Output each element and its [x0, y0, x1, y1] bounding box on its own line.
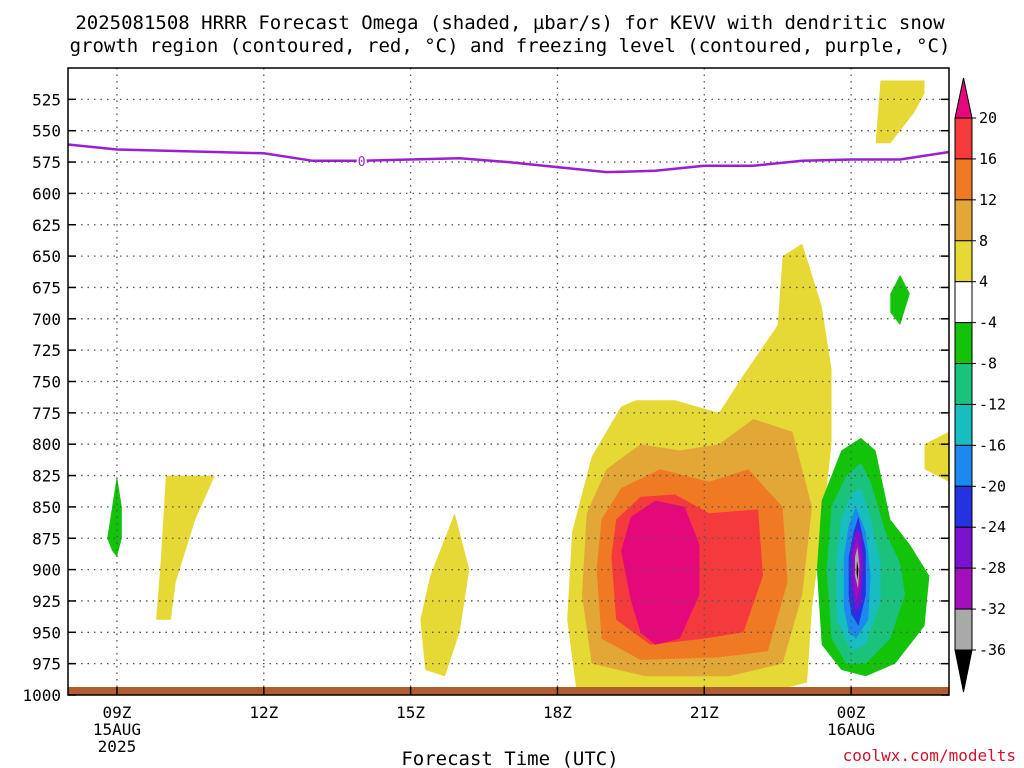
omega-region-8: [924, 431, 949, 482]
colorbar-label-16: 16: [979, 150, 997, 168]
y-tick-label-575: 575: [32, 153, 61, 172]
x-tick-label-00Z: 00Z: [837, 703, 866, 722]
freezing-level-line: [67, 143, 950, 174]
x-tick-label-21Z: 21Z: [690, 703, 719, 722]
colorbar-label-8: 8: [979, 232, 988, 250]
grid-lines: [68, 68, 949, 695]
y-tick-label-550: 550: [32, 122, 61, 141]
omega-shaded-regions: [107, 80, 949, 695]
colorbar-label--28: -28: [979, 559, 1006, 577]
chart-title-line2: growth region (contoured, red, °C) and f…: [70, 35, 951, 57]
colorbar-label-12: 12: [979, 191, 997, 209]
colorbar-segment--20: [954, 485, 973, 528]
colorbar-segment--8: [954, 363, 973, 405]
colorbar-label--36: -36: [979, 641, 1006, 659]
y-tick-label-750: 750: [32, 373, 61, 392]
freezing-label-bg: [356, 152, 367, 167]
colorbar-label--8: -8: [979, 355, 997, 373]
y-tick-label-650: 650: [32, 247, 61, 266]
colorbar-label--4: -4: [979, 314, 997, 332]
colorbar-segment--28: [954, 567, 973, 610]
x-axis-label: Forecast Time (UTC): [401, 748, 618, 768]
y-tick-label-600: 600: [32, 184, 61, 203]
colorbar: 20 16 12 8 4 -4 -8 -12 -16 -20 -24 -28 -32 -36: [954, 77, 1006, 693]
y-tick-label-950: 950: [32, 623, 61, 642]
x-tick-label-09Z: 09Z: [102, 703, 131, 722]
y-tick-label-675: 675: [32, 278, 61, 297]
freezing-level-contour: 0: [67, 143, 950, 174]
omega-region-7: [875, 80, 925, 144]
y-tick-label-900: 900: [32, 561, 61, 580]
colorbar-segment-16: [954, 117, 973, 160]
colorbar-label--32: -32: [979, 600, 1006, 618]
omega-region-10: [890, 274, 910, 326]
x-tick-date-09Z: 15AUG: [93, 720, 141, 739]
colorbar-bottom-arrow: [954, 649, 973, 693]
omega-region-0: [156, 475, 215, 620]
omega-region-6: [621, 500, 700, 645]
y-tick-label-800: 800: [32, 435, 61, 454]
y-tick-label-875: 875: [32, 529, 61, 548]
omega-region-19: [856, 560, 859, 580]
omega-region-9: [107, 475, 122, 558]
x-tick-label-18Z: 18Z: [543, 703, 572, 722]
colorbar-segment-8: [954, 199, 973, 242]
colorbar-label-4: 4: [979, 273, 988, 291]
y-tick-label-825: 825: [32, 467, 61, 486]
y-tick-label-700: 700: [32, 310, 61, 329]
colorbar-segment--12: [954, 403, 973, 446]
colorbar-segment-4: [954, 240, 973, 283]
y-tick-label-975: 975: [32, 655, 61, 674]
y-tick-label-725: 725: [32, 341, 61, 360]
colorbar-segment--32: [954, 608, 973, 651]
ground-strip: [68, 687, 949, 695]
colorbar-top-arrow: [954, 77, 973, 119]
colorbar-label--12: -12: [979, 395, 1006, 413]
colorbar-label--16: -16: [979, 436, 1006, 454]
omega-region-1: [420, 513, 470, 677]
freezing-level-label: 0: [358, 155, 366, 170]
y-tick-label-925: 925: [32, 592, 61, 611]
colorbar-label--20: -20: [979, 477, 1006, 495]
y-tick-label-625: 625: [32, 216, 61, 235]
colorbar-label-20: 20: [979, 109, 997, 127]
colorbar-segment--4: [954, 322, 973, 365]
colorbar-segment-12: [954, 158, 973, 201]
y-tick-label-850: 850: [32, 498, 61, 517]
y-tick-label-525: 525: [32, 90, 61, 109]
colorbar-segment-zero: [954, 281, 973, 324]
x-tick-year-09Z: 2025: [98, 737, 137, 756]
y-tick-label-775: 775: [32, 404, 61, 423]
chart-title-line1: 2025081508 HRRR Forecast Omega (shaded, …: [75, 12, 945, 34]
colorbar-segment--16: [954, 444, 973, 487]
x-tick-label-12Z: 12Z: [249, 703, 278, 722]
x-tick-label-15Z: 15Z: [396, 703, 425, 722]
colorbar-label--24: -24: [979, 518, 1006, 536]
y-axis: 525 550 575 600 625 650 675 700 725 750 775 800 825 8…: [22, 90, 949, 705]
ground-layer: [68, 687, 949, 695]
colorbar-segment--24: [954, 526, 973, 569]
x-tick-date-00Z: 16AUG: [827, 720, 875, 739]
y-tick-label-1000: 1000: [22, 686, 61, 705]
watermark: coolwx.com/modelts: [843, 746, 1016, 765]
